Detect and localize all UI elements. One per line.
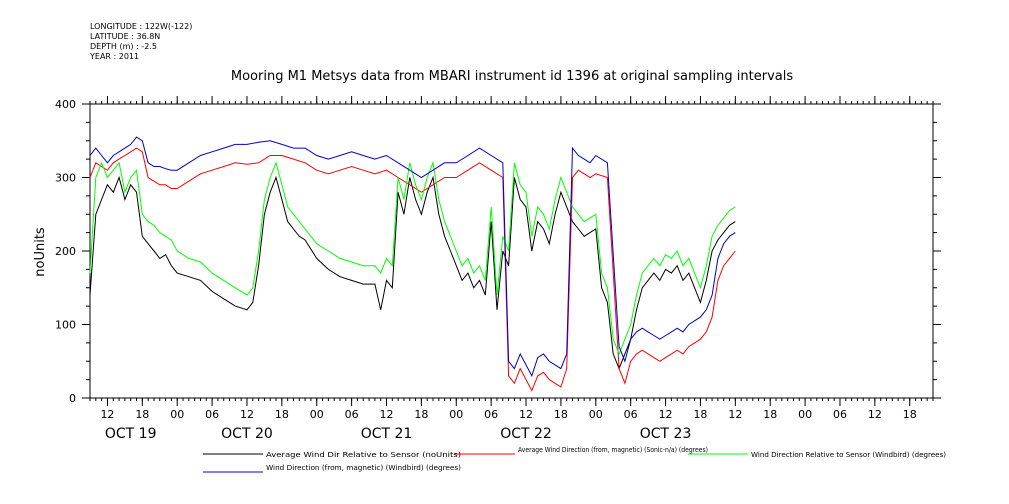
year-label: YEAR : 2011	[90, 52, 140, 61]
x-tick-label: 18	[275, 408, 289, 421]
x-tick-label: 12	[868, 408, 882, 421]
legend-label-4: Wind Direction (from, magnetic) (Windbir…	[266, 464, 461, 472]
series-line-1	[89, 175, 736, 370]
y-tick-label: 200	[55, 245, 76, 258]
y-tick-label: 400	[55, 98, 76, 111]
x-tick-label: 06	[345, 408, 359, 421]
series-line-3	[89, 160, 736, 356]
x-tick-label: 00	[170, 408, 184, 421]
x-tick-label: 06	[205, 408, 219, 421]
series-line-4	[89, 136, 736, 378]
plot-border	[89, 103, 934, 399]
x-tick-label: 12	[659, 408, 673, 421]
y-axis: 0 100 200 300 400	[55, 98, 941, 405]
x-day-label: OCT 20	[221, 426, 273, 442]
x-day-label: OCT 22	[500, 426, 552, 442]
series-layer	[89, 136, 736, 392]
x-tick-label: 18	[693, 408, 707, 421]
x-tick-label: 00	[449, 408, 463, 421]
latitude-label: LATITUDE : 36.8N	[90, 32, 161, 41]
x-tick-label: 12	[728, 408, 742, 421]
x-tick-label: 12	[519, 408, 533, 421]
x-tick-label: 00	[589, 408, 603, 421]
depth-label: DEPTH (m) : -2.5	[90, 42, 157, 51]
chart-title: Mooring M1 Metsys data from MBARI instru…	[231, 69, 793, 84]
x-tick-label: 12	[380, 408, 394, 421]
legend-label-3: Wind Direction Relative to Sensor (Windb…	[751, 451, 946, 459]
x-tick-label: 18	[554, 408, 568, 421]
series-line-2	[89, 147, 736, 392]
x-tick-label: 00	[798, 408, 812, 421]
x-tick-label: 18	[414, 408, 428, 421]
x-day-label: OCT 21	[361, 426, 413, 442]
legend-label-1: Average Wind Dir Relative to Sensor (noU…	[266, 451, 461, 459]
x-tick-label: 18	[763, 408, 777, 421]
y-tick-label: 300	[55, 172, 76, 185]
plot-frame	[89, 103, 934, 399]
y-axis-label: noUnits	[33, 227, 48, 277]
legend: Average Wind Dir Relative to Sensor (noU…	[203, 446, 946, 473]
x-tick-label: 06	[624, 408, 638, 421]
x-day-label: OCT 19	[105, 426, 157, 442]
x-tick-label: 18	[903, 408, 917, 421]
legend-label-2: Average Wind Direction (from, magnetic) …	[518, 446, 708, 454]
x-tick-label: 06	[833, 408, 847, 421]
x-tick-label: 12	[240, 408, 254, 421]
x-tick-label: 12	[100, 408, 114, 421]
longitude-label: LONGITUDE : 122W(-122)	[90, 22, 193, 31]
y-tick-label: 0	[69, 392, 76, 405]
y-tick-label: 100	[55, 319, 76, 332]
x-axis: 12 18 00 06 12 18 00 06 12 18 00 06 12 18 00 06 12 18 12 18…	[89, 96, 934, 442]
x-tick-label: 00	[310, 408, 324, 421]
x-tick-label: 18	[135, 408, 149, 421]
x-tick-label: 06	[484, 408, 498, 421]
x-day-label: OCT 23	[640, 426, 692, 442]
